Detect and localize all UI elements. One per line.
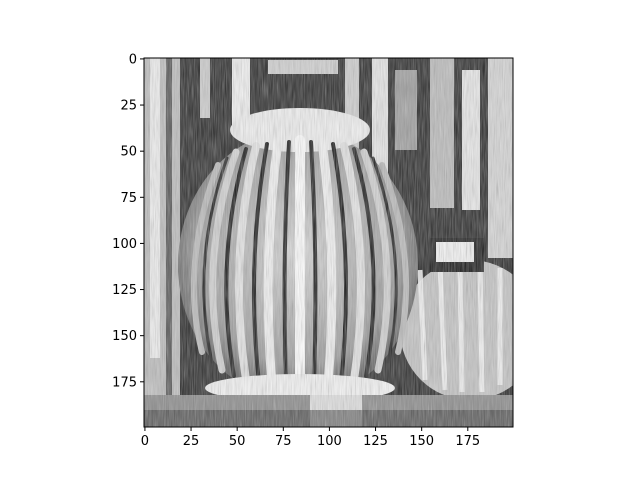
heatmap-image	[144, 58, 513, 427]
y-tick-label: 75	[120, 191, 137, 206]
y-tick-label: 50	[120, 145, 137, 160]
x-tick-label: 100	[317, 434, 342, 449]
x-tick-label: 25	[183, 434, 200, 449]
x-tick-label: 75	[275, 434, 292, 449]
y-tick-label: 175	[112, 375, 137, 390]
y-tick-label: 100	[112, 237, 137, 252]
axes-frame	[143, 57, 514, 428]
y-tick-label: 0	[129, 52, 137, 67]
y-tick-label: 150	[112, 329, 137, 344]
x-tick-label: 0	[141, 434, 149, 449]
x-axis: 0 25 50 75 100 125 150 175	[141, 427, 480, 449]
x-tick-label: 125	[363, 434, 388, 449]
y-tick-label: 25	[120, 99, 137, 114]
x-tick-label: 150	[409, 434, 434, 449]
x-tick-label: 175	[455, 434, 480, 449]
y-tick-label: 125	[112, 283, 137, 298]
y-axis: 0 25 50 75 100 125 150 175	[112, 52, 144, 390]
x-tick-label: 50	[229, 434, 246, 449]
